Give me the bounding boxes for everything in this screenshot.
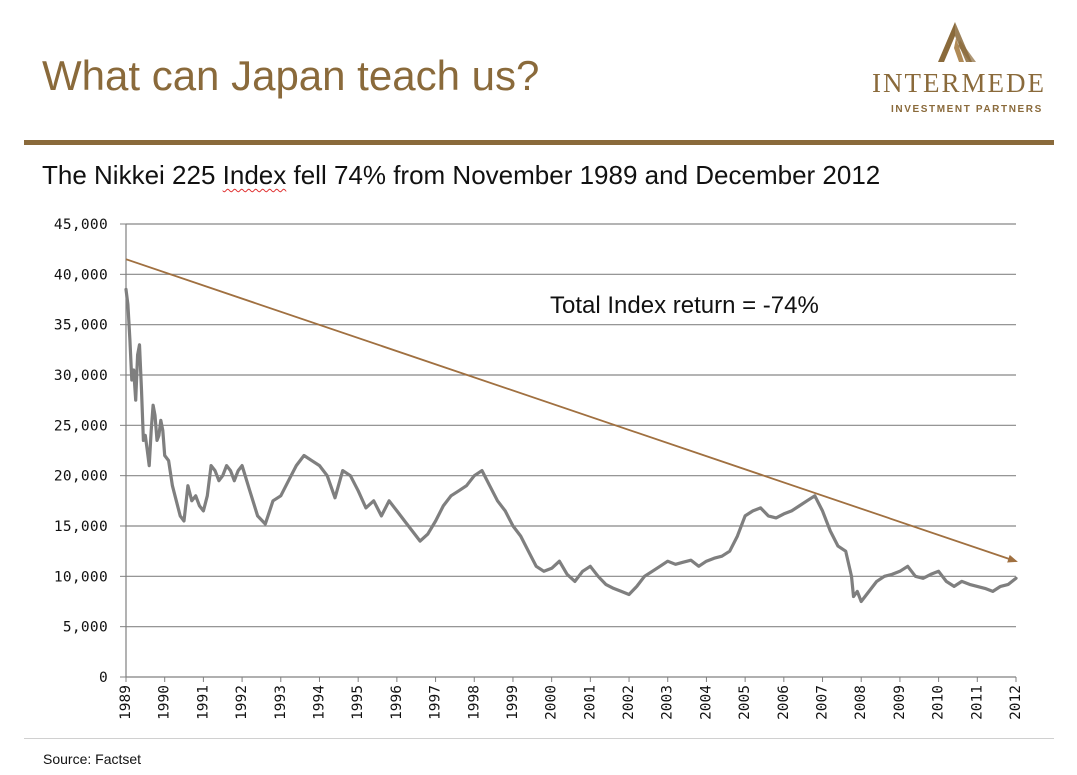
subtitle-spellcheck-word: Index bbox=[222, 160, 287, 190]
x-tick-label: 1990 bbox=[157, 685, 173, 720]
x-tick-label: 1999 bbox=[505, 685, 521, 720]
y-tick-label: 20,000 bbox=[54, 469, 108, 485]
x-tick-label: 2003 bbox=[660, 685, 676, 720]
y-tick-label: 45,000 bbox=[54, 217, 108, 233]
intermede-logo: INTERMEDE INVESTMENT PARTNERS bbox=[860, 18, 1060, 118]
x-tick-label: 1996 bbox=[389, 685, 405, 720]
x-tick-label: 1997 bbox=[428, 685, 444, 720]
logo-wordmark: INTERMEDE bbox=[872, 68, 1046, 98]
x-tick-label: 1998 bbox=[466, 685, 482, 720]
x-tick-label: 2002 bbox=[621, 685, 637, 720]
logo-tagline: INVESTMENT PARTNERS bbox=[891, 104, 1043, 115]
x-tick-label: 2004 bbox=[698, 685, 714, 720]
x-tick-label: 2007 bbox=[815, 685, 831, 720]
x-tick-label: 1991 bbox=[195, 685, 211, 720]
y-tick-label: 25,000 bbox=[54, 418, 108, 434]
y-tick-label: 30,000 bbox=[54, 368, 108, 384]
x-tick-label: 1995 bbox=[350, 685, 366, 720]
slide-title: What can Japan teach us? bbox=[42, 52, 540, 99]
logo-mark-icon bbox=[938, 22, 976, 62]
y-tick-label: 35,000 bbox=[54, 318, 108, 334]
y-tick-label: 5,000 bbox=[63, 620, 108, 636]
title-divider bbox=[24, 140, 1054, 145]
x-tick-label: 2009 bbox=[892, 685, 908, 720]
x-tick-label: 2000 bbox=[544, 685, 560, 720]
x-tick-label: 2008 bbox=[853, 685, 869, 720]
y-tick-label: 10,000 bbox=[54, 569, 108, 585]
nikkei-line-chart: 0 5,000 10,000 15,000 20,000 25,000 30,000 35,0… bbox=[54, 217, 1024, 720]
y-tick-label: 40,000 bbox=[54, 267, 108, 283]
x-tick-label: 2006 bbox=[776, 685, 792, 720]
x-tick-label: 1992 bbox=[234, 685, 250, 720]
x-tick-label: 1989 bbox=[118, 685, 134, 720]
subtitle-text-start: The Nikkei 225 bbox=[42, 160, 223, 190]
source-note: Source: Factset bbox=[43, 751, 142, 767]
subtitle-text-end: fell 74% from November 1989 and December… bbox=[286, 160, 881, 190]
x-tick-label: 1994 bbox=[311, 685, 327, 720]
nikkei-index-line bbox=[124, 287, 1018, 604]
total-return-annotation: Total Index return = -74% bbox=[550, 292, 819, 319]
trend-arrow-line bbox=[125, 258, 1018, 563]
y-tick-label: 0 bbox=[99, 670, 108, 686]
x-tick-label: 2012 bbox=[1008, 685, 1024, 720]
x-tick-label: 2001 bbox=[582, 685, 598, 720]
chart-subtitle: The Nikkei 225 Index fell 74% from Novem… bbox=[42, 160, 880, 191]
x-tick-label: 1993 bbox=[273, 685, 289, 720]
y-tick-label: 15,000 bbox=[54, 519, 108, 535]
x-tick-label: 2011 bbox=[969, 685, 985, 720]
footer-divider bbox=[24, 738, 1054, 739]
x-tick-label: 2005 bbox=[737, 685, 753, 720]
x-tick-label: 2010 bbox=[931, 685, 947, 720]
